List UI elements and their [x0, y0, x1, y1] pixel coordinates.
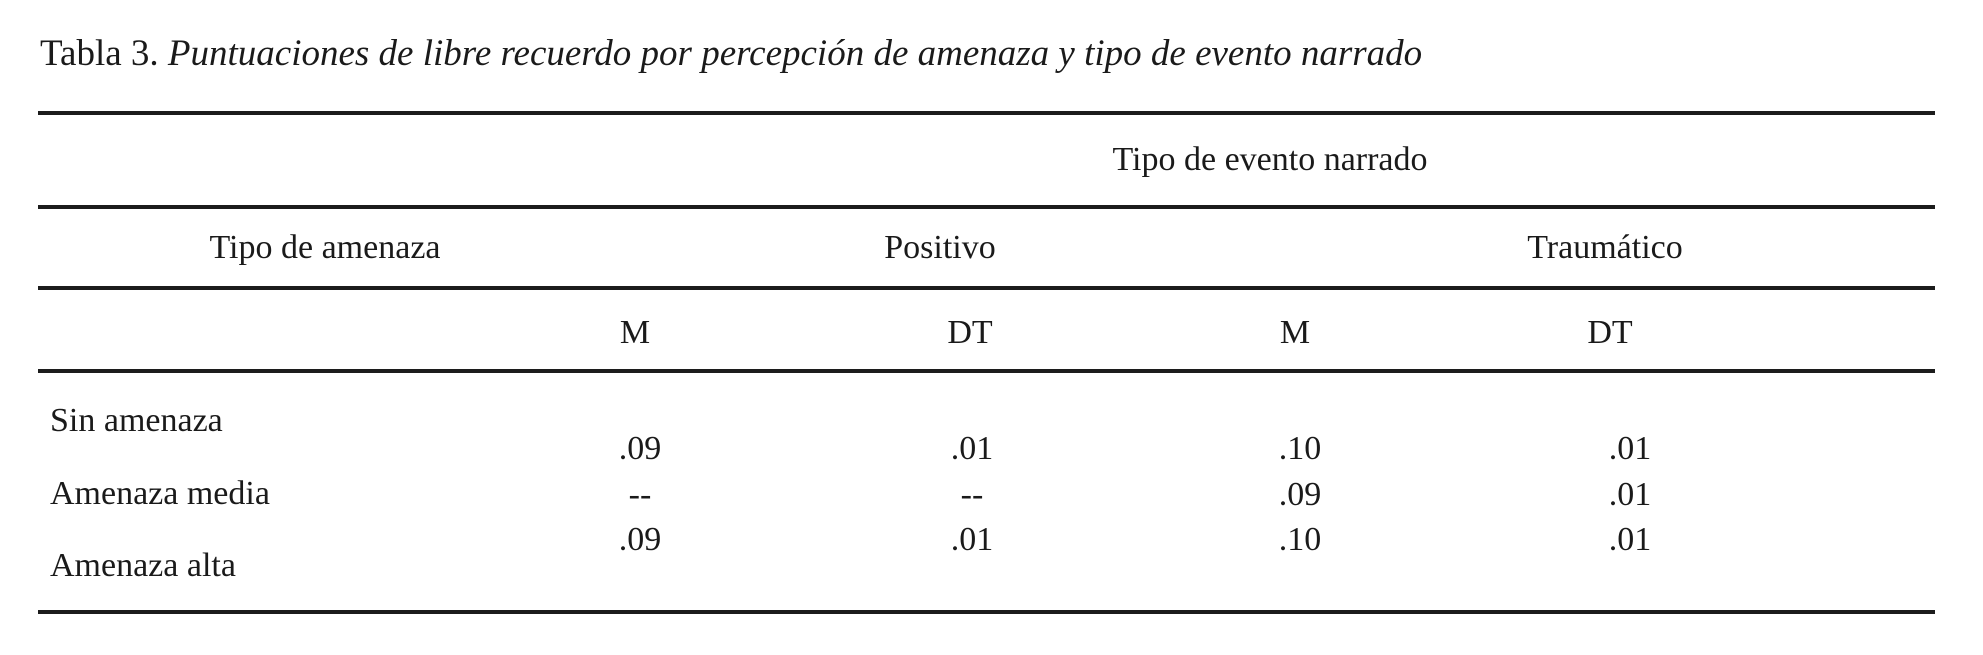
table-title: Tabla 3. Puntuaciones de libre recuerdo … — [40, 32, 1422, 75]
value-cell: .01 — [1608, 521, 1652, 558]
column-header-dt-traumatico: DT — [1587, 314, 1633, 351]
table-rule-top — [38, 111, 1935, 115]
value-cell: .01 — [950, 521, 994, 558]
column-header-m-positivo: M — [619, 314, 651, 351]
row-label-amenaza-media: Amenaza media — [50, 475, 270, 512]
table-rule-under-groups — [38, 286, 1935, 290]
stub-header: Tipo de amenaza — [209, 229, 441, 266]
spanner-header: Tipo de evento narrado — [1112, 141, 1428, 178]
value-cell: .09 — [1278, 476, 1322, 513]
value-cell: .09 — [618, 521, 662, 558]
value-cell: .10 — [1278, 521, 1322, 558]
group-header-traumatico: Traumático — [1527, 229, 1683, 266]
table-rule-under-spanner — [38, 205, 1935, 209]
column-header-dt-positivo: DT — [947, 314, 993, 351]
value-cell: .01 — [1608, 476, 1652, 513]
value-cell: -- — [960, 476, 984, 513]
value-cell: -- — [628, 476, 652, 513]
table-title-label: Tabla 3. — [40, 33, 168, 74]
table-title-description: Puntuaciones de libre recuerdo por perce… — [167, 33, 1423, 74]
group-header-positivo: Positivo — [884, 229, 996, 266]
row-label-amenaza-alta: Amenaza alta — [50, 547, 236, 584]
value-cell: .01 — [950, 430, 994, 467]
value-cell: .10 — [1278, 430, 1322, 467]
table-rule-under-columns — [38, 369, 1935, 373]
value-cell: .09 — [618, 430, 662, 467]
table-rule-bottom — [38, 610, 1935, 614]
value-cell: .01 — [1608, 430, 1652, 467]
column-header-m-traumatico: M — [1279, 314, 1311, 351]
row-label-sin-amenaza: Sin amenaza — [50, 402, 223, 439]
